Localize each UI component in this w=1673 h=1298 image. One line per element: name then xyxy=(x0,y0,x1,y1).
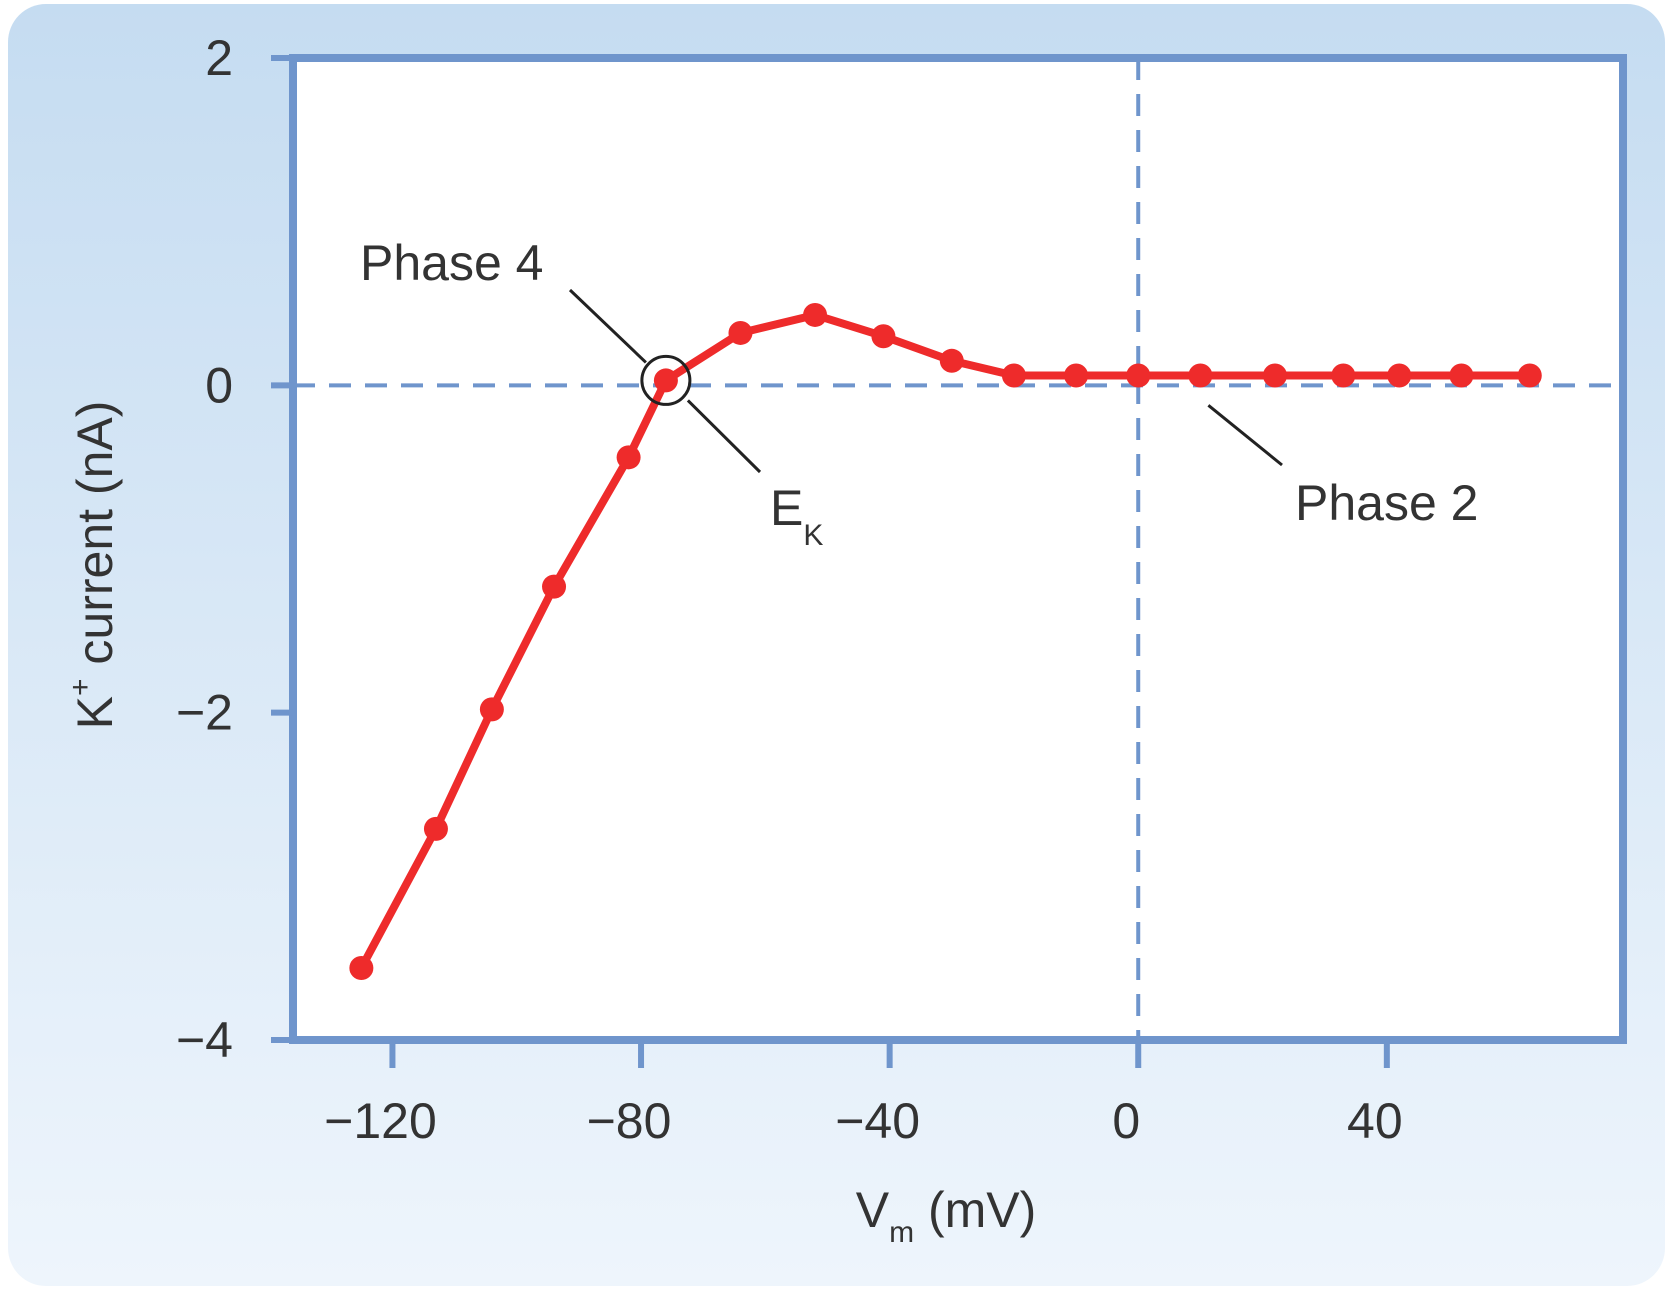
phase4-leader-line xyxy=(568,288,647,364)
x-tick-label: 40 xyxy=(1347,1093,1403,1149)
data-point xyxy=(349,955,374,980)
data-point xyxy=(542,574,567,599)
x-tick-label: −80 xyxy=(587,1093,672,1149)
y-tick-label: 0 xyxy=(205,357,233,413)
ek-leader-line xyxy=(686,399,762,474)
data-point xyxy=(1188,363,1213,388)
y-tick-label: 2 xyxy=(205,30,233,86)
data-point xyxy=(728,320,753,345)
series-layer xyxy=(349,302,1542,980)
data-point xyxy=(1262,363,1287,388)
data-point xyxy=(939,348,964,373)
data-point xyxy=(423,816,448,841)
data-point xyxy=(803,302,828,327)
x-tick-label: −120 xyxy=(324,1093,437,1149)
x-axis-title: Vm (mV) xyxy=(856,1182,1037,1249)
x-tick-label: −40 xyxy=(835,1093,920,1149)
x-tick-label: 0 xyxy=(1112,1093,1140,1149)
data-point xyxy=(616,445,641,470)
data-point xyxy=(1387,363,1412,388)
y-axis-ticks: 2 0 −2 −4 xyxy=(176,30,293,1068)
ek-marker-circle xyxy=(640,354,692,406)
phase4-label: Phase 4 xyxy=(360,235,543,291)
annotation-layer: Phase 4 EK Phase 2 xyxy=(360,235,1478,552)
x-axis-ticks: −120 −80 −40 0 40 xyxy=(324,1040,1403,1149)
data-point xyxy=(653,368,678,393)
data-point xyxy=(1449,363,1474,388)
ek-label: EK xyxy=(770,480,823,552)
data-point xyxy=(479,697,504,722)
data-point xyxy=(871,324,896,349)
data-point xyxy=(1001,363,1026,388)
data-point xyxy=(1517,363,1542,388)
y-axis-title: K+ current (nA) xyxy=(64,401,123,730)
y-tick-label: −2 xyxy=(176,685,233,741)
data-point xyxy=(1331,363,1356,388)
plot-frame xyxy=(289,54,1627,1044)
phase2-label: Phase 2 xyxy=(1295,475,1478,531)
y-tick-label: −4 xyxy=(176,1012,233,1068)
phase2-leader-line xyxy=(1207,404,1283,467)
data-point xyxy=(1126,363,1151,388)
zero-reference-lines xyxy=(293,58,1623,1040)
data-point xyxy=(1064,363,1089,388)
